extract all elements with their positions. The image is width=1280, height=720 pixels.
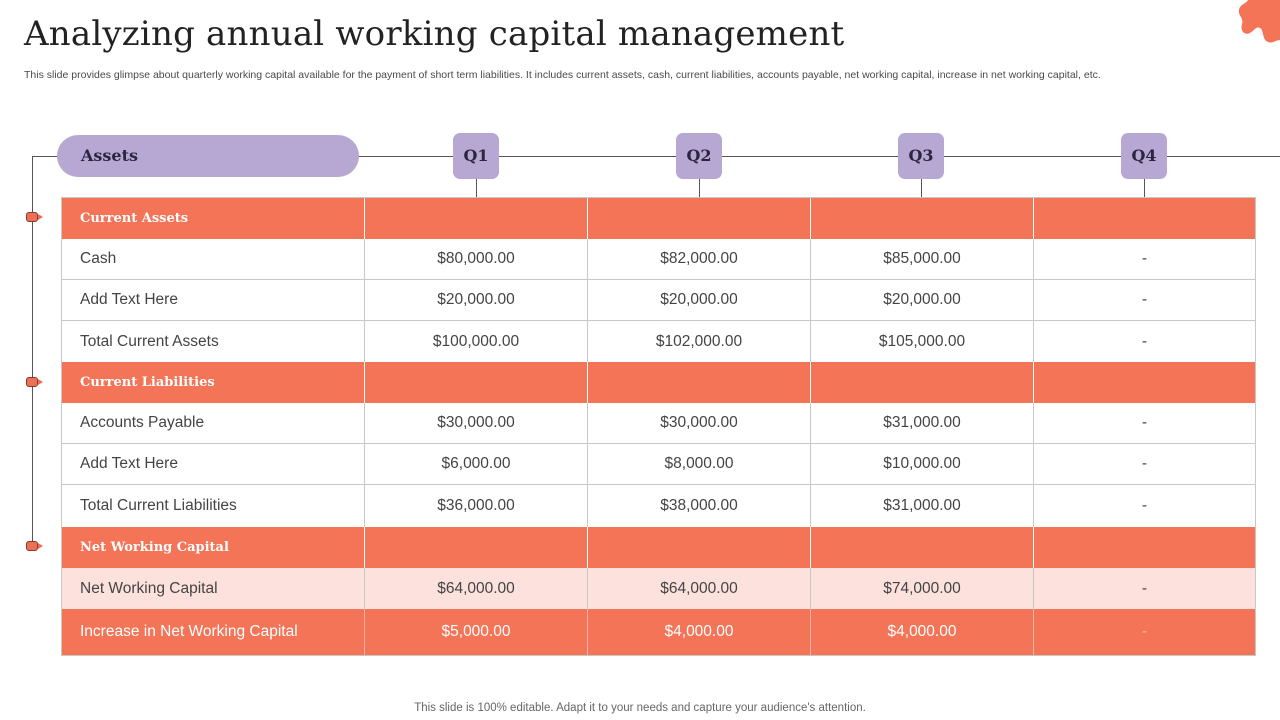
quarter-connector bbox=[921, 179, 922, 197]
row-label: Add Text Here bbox=[62, 444, 365, 484]
table-row: Net Working Capital $64,000.00 $64,000.0… bbox=[62, 568, 1255, 609]
section-header-current-assets: Current Assets bbox=[62, 198, 1255, 239]
cell-q1: $20,000.00 bbox=[365, 280, 588, 320]
quarter-header-q3: Q3 bbox=[898, 133, 944, 179]
cell-q2: $64,000.00 bbox=[588, 568, 811, 609]
cell-q4: - bbox=[1141, 579, 1148, 597]
quarter-header-q4: Q4 bbox=[1121, 133, 1167, 179]
footer-note: This slide is 100% editable. Adapt it to… bbox=[414, 702, 866, 714]
row-label: Cash bbox=[62, 239, 365, 279]
section-marker-icon bbox=[26, 212, 43, 222]
cell-q4: - bbox=[1141, 332, 1148, 350]
timeline-horizontal-line bbox=[32, 156, 1280, 157]
table-row: Cash $80,000.00 $82,000.00 $85,000.00 - bbox=[62, 239, 1255, 280]
cell-q4: - bbox=[1141, 623, 1148, 640]
timeline-vertical-line bbox=[32, 157, 33, 546]
row-label: Add Text Here bbox=[62, 280, 365, 320]
quarter-connector bbox=[699, 179, 700, 197]
section-marker-icon bbox=[26, 377, 43, 387]
cell-q4: - bbox=[1141, 414, 1148, 431]
cell-q2: $30,000.00 bbox=[588, 403, 811, 443]
cell-q1: $6,000.00 bbox=[365, 444, 588, 484]
section-label: Net Working Capital bbox=[62, 527, 365, 568]
quarter-header-q1: Q1 bbox=[453, 133, 499, 179]
table-row-highlight: Increase in Net Working Capital $5,000.0… bbox=[62, 609, 1255, 655]
cell-q2: $82,000.00 bbox=[588, 239, 811, 279]
cell-q1: $80,000.00 bbox=[365, 239, 588, 279]
working-capital-table: Current Assets Cash $80,000.00 $82,000.0… bbox=[61, 197, 1256, 656]
cell-q3: $31,000.00 bbox=[811, 485, 1034, 527]
cell-q4: - bbox=[1141, 291, 1148, 308]
quarter-connector bbox=[476, 179, 477, 197]
page-subtitle: This slide provides glimpse about quarte… bbox=[24, 69, 1101, 81]
cell-q2: $102,000.00 bbox=[588, 321, 811, 362]
cell-q3: $10,000.00 bbox=[811, 444, 1034, 484]
cell-q3: $74,000.00 bbox=[811, 568, 1034, 609]
row-label: Total Current Liabilities bbox=[62, 485, 365, 527]
row-label: Total Current Assets bbox=[62, 321, 365, 362]
cell-q1: $36,000.00 bbox=[365, 485, 588, 527]
table-row: Accounts Payable $30,000.00 $30,000.00 $… bbox=[62, 403, 1255, 444]
cell-q1: $5,000.00 bbox=[365, 609, 588, 655]
section-label: Current Assets bbox=[62, 198, 365, 239]
cell-q2: $20,000.00 bbox=[588, 280, 811, 320]
cell-q4: - bbox=[1141, 455, 1148, 472]
row-label: Accounts Payable bbox=[62, 403, 365, 443]
cell-q2: $8,000.00 bbox=[588, 444, 811, 484]
cell-q2: $4,000.00 bbox=[588, 609, 811, 655]
table-row: Add Text Here $6,000.00 $8,000.00 $10,00… bbox=[62, 444, 1255, 485]
cell-q2: $38,000.00 bbox=[588, 485, 811, 527]
quarter-header-q2: Q2 bbox=[676, 133, 722, 179]
quarter-connector bbox=[1144, 179, 1145, 197]
table-row: Total Current Liabilities $36,000.00 $38… bbox=[62, 485, 1255, 527]
cell-q3: $31,000.00 bbox=[811, 403, 1034, 443]
row-label: Net Working Capital bbox=[62, 568, 365, 609]
cell-q1: $30,000.00 bbox=[365, 403, 588, 443]
table-row: Total Current Assets $100,000.00 $102,00… bbox=[62, 321, 1255, 362]
section-marker-icon bbox=[26, 541, 43, 551]
cell-q3: $85,000.00 bbox=[811, 239, 1034, 279]
section-header-net-working-capital: Net Working Capital bbox=[62, 527, 1255, 568]
section-header-current-liabilities: Current Liabilities bbox=[62, 362, 1255, 403]
cell-q3: $105,000.00 bbox=[811, 321, 1034, 362]
row-label: Increase in Net Working Capital bbox=[62, 609, 365, 655]
cell-q4: - bbox=[1141, 250, 1148, 267]
cell-q3: $20,000.00 bbox=[811, 280, 1034, 320]
cell-q4: - bbox=[1141, 497, 1148, 514]
cell-q1: $100,000.00 bbox=[365, 321, 588, 362]
assets-header-pill: Assets bbox=[57, 135, 359, 177]
cell-q1: $64,000.00 bbox=[365, 568, 588, 609]
cell-q3: $4,000.00 bbox=[811, 609, 1034, 655]
page-title: Analyzing annual working capital managem… bbox=[24, 14, 845, 54]
table-row: Add Text Here $20,000.00 $20,000.00 $20,… bbox=[62, 280, 1255, 321]
decorative-splash-icon bbox=[1238, 0, 1280, 43]
section-label: Current Liabilities bbox=[62, 362, 365, 403]
